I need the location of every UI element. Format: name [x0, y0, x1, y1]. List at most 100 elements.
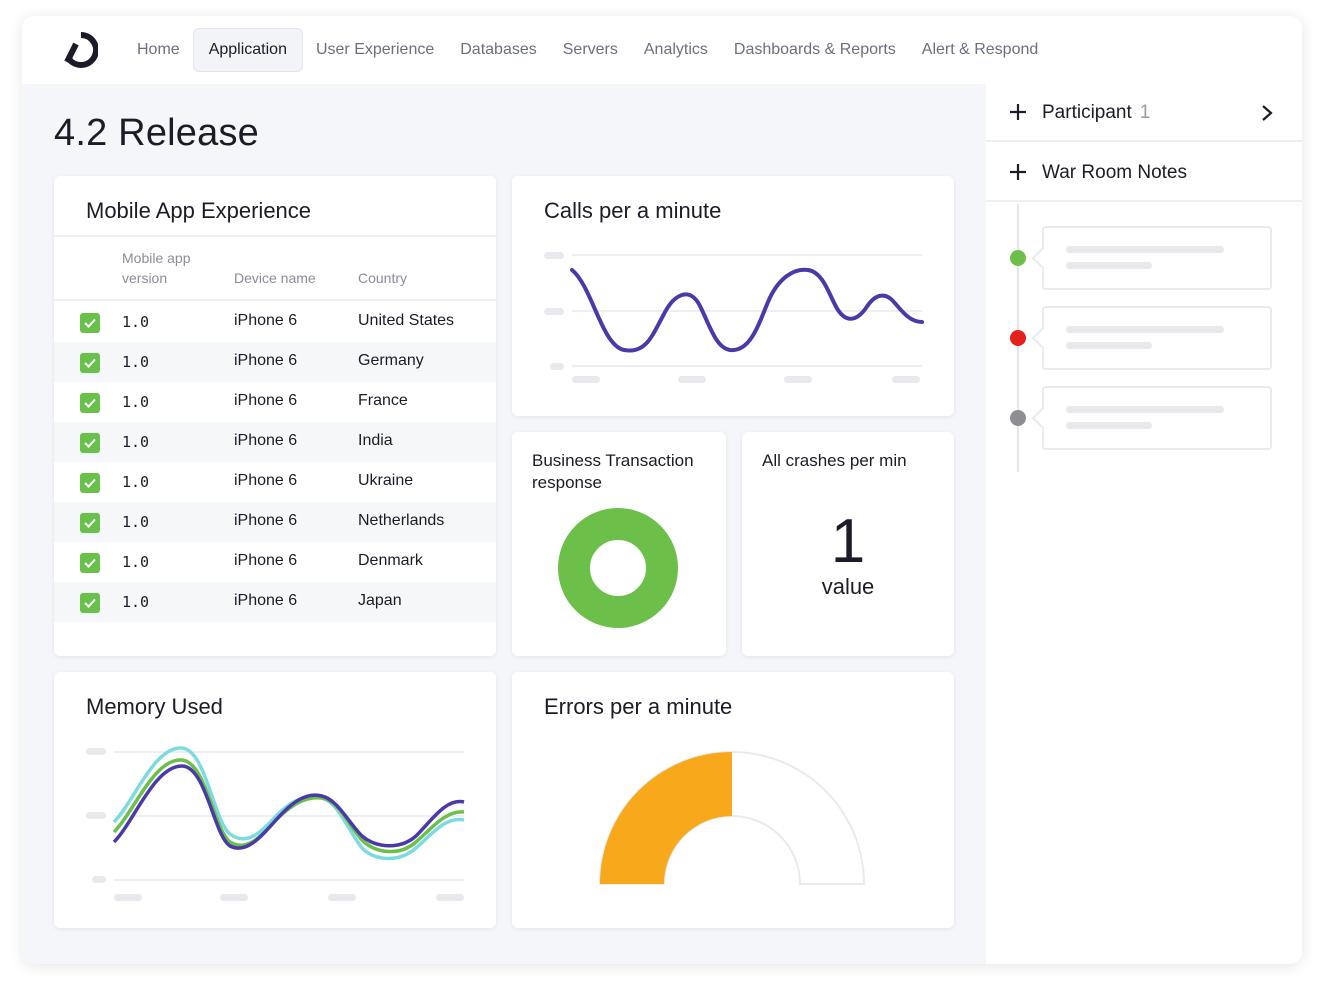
status-dot	[1010, 250, 1026, 266]
divider	[54, 299, 496, 301]
check-icon	[84, 438, 96, 448]
war-room-notes-row[interactable]: War Room Notes	[986, 144, 1302, 202]
check-icon	[84, 558, 96, 568]
nav-servers[interactable]: Servers	[562, 41, 618, 58]
calls-title: Calls per a minute	[544, 198, 722, 223]
cell-version: 1.0	[122, 473, 150, 491]
table-row[interactable]: 1.0 iPhone 6 Netherlands	[54, 502, 496, 542]
war-room-panel: Participant 1 War Room Notes	[986, 84, 1302, 964]
nav-home[interactable]: Home	[137, 41, 180, 58]
nav-analytics[interactable]: Analytics	[643, 41, 708, 58]
cell-version: 1.0	[122, 393, 150, 411]
row-checkbox[interactable]	[80, 473, 100, 493]
donut-ring	[558, 508, 678, 628]
cell-device: iPhone 6	[234, 392, 298, 409]
calls-chart	[544, 252, 924, 383]
calls-card: Calls per a minute	[512, 176, 954, 416]
cell-version: 1.0	[122, 593, 150, 611]
cell-country: Ukraine	[358, 472, 414, 489]
errors-card: Errors per a minute	[512, 672, 954, 928]
skeleton-line	[1066, 326, 1224, 333]
crashes-card: All crashes per min 1 value	[742, 432, 954, 656]
cell-device: iPhone 6	[234, 312, 298, 329]
mobile-app-title: Mobile App Experience	[86, 198, 312, 223]
nav-dashboards-reports[interactable]: Dashboards & Reports	[733, 41, 896, 58]
nav-application[interactable]: Application	[192, 28, 303, 72]
war-room-notes-label: War Room Notes	[1042, 162, 1187, 183]
cell-country: Denmark	[358, 552, 423, 569]
cell-country: United States	[358, 312, 455, 329]
check-icon	[84, 398, 96, 408]
row-checkbox[interactable]	[80, 513, 100, 533]
cell-version: 1.0	[122, 433, 150, 451]
memory-chart	[86, 746, 465, 901]
page-title: 4.2 Release	[54, 112, 260, 154]
table-row[interactable]: 1.0 iPhone 6 Ukraine	[54, 462, 496, 502]
status-dot	[1010, 410, 1026, 426]
note-card[interactable]	[1042, 386, 1272, 450]
check-icon	[84, 358, 96, 368]
nav-user-experience[interactable]: User Experience	[315, 41, 435, 58]
business-donut-chart	[558, 508, 678, 628]
participant-row[interactable]: Participant 1	[986, 84, 1302, 142]
plus-icon[interactable]	[1008, 102, 1028, 122]
nav-databases[interactable]: Databases	[460, 41, 537, 58]
calls-axis-placeholders	[544, 252, 920, 383]
business-transaction-card: Business Transaction response	[512, 432, 726, 656]
row-checkbox[interactable]	[80, 553, 100, 573]
table-row[interactable]: 1.0 iPhone 6 Germany	[54, 342, 496, 382]
plus-icon[interactable]	[1008, 162, 1028, 182]
participant-label: Participant 1	[1042, 102, 1151, 123]
table-row[interactable]: 1.0 iPhone 6 India	[54, 422, 496, 462]
skeleton-line	[1066, 422, 1152, 429]
note-card[interactable]	[1042, 306, 1272, 370]
check-icon	[84, 518, 96, 528]
skeleton-line	[1066, 246, 1224, 253]
table-row[interactable]: 1.0 iPhone 6 United States	[54, 302, 496, 342]
skeleton-line	[1066, 262, 1152, 269]
row-checkbox[interactable]	[80, 313, 100, 333]
memory-series-line-3	[112, 764, 465, 850]
nav-items: Home Application User Experience Databas…	[124, 28, 1051, 72]
divider	[54, 235, 496, 237]
cell-device: iPhone 6	[234, 472, 298, 489]
cell-device: iPhone 6	[234, 552, 298, 569]
table-row[interactable]: 1.0 iPhone 6 Denmark	[54, 542, 496, 582]
chevron-right-icon[interactable]	[1260, 103, 1274, 123]
cell-version: 1.0	[122, 353, 150, 371]
row-checkbox[interactable]	[80, 353, 100, 373]
status-dot	[1010, 330, 1026, 346]
cell-country: Germany	[358, 352, 424, 369]
cell-country: Netherlands	[358, 512, 445, 529]
cell-device: iPhone 6	[234, 512, 298, 529]
cell-country: Japan	[358, 592, 402, 609]
errors-gauge-chart	[598, 751, 866, 885]
mobile-app-card: Mobile App Experience Mobile app version…	[54, 176, 496, 656]
column-header-version: Mobile app version	[122, 250, 191, 286]
table-row[interactable]: 1.0 iPhone 6 Japan	[54, 582, 496, 622]
skeleton-line	[1066, 406, 1224, 413]
memory-card: Memory Used	[54, 672, 496, 928]
logo-icon[interactable]	[64, 32, 98, 68]
row-checkbox[interactable]	[80, 433, 100, 453]
business-transaction-title: Business Transaction response	[532, 451, 694, 492]
table-row[interactable]: 1.0 iPhone 6 France	[54, 382, 496, 422]
check-icon	[84, 598, 96, 608]
errors-title: Errors per a minute	[544, 694, 733, 719]
skeleton-line	[1066, 342, 1152, 349]
memory-axis-placeholders	[86, 748, 464, 901]
cell-version: 1.0	[122, 553, 150, 571]
row-checkbox[interactable]	[80, 593, 100, 613]
cell-device: iPhone 6	[234, 592, 298, 609]
gauge-fill	[600, 752, 732, 884]
cell-version: 1.0	[122, 313, 150, 331]
crashes-value-label: value	[821, 574, 875, 599]
note-card[interactable]	[1042, 226, 1272, 290]
crashes-value: 1	[830, 507, 866, 576]
cell-country: India	[358, 432, 393, 449]
nav-alert-respond[interactable]: Alert & Respond	[921, 41, 1039, 58]
column-header-country: Country	[358, 270, 408, 286]
row-checkbox[interactable]	[80, 393, 100, 413]
column-header-device: Device name	[234, 270, 316, 286]
cell-version: 1.0	[122, 513, 150, 531]
